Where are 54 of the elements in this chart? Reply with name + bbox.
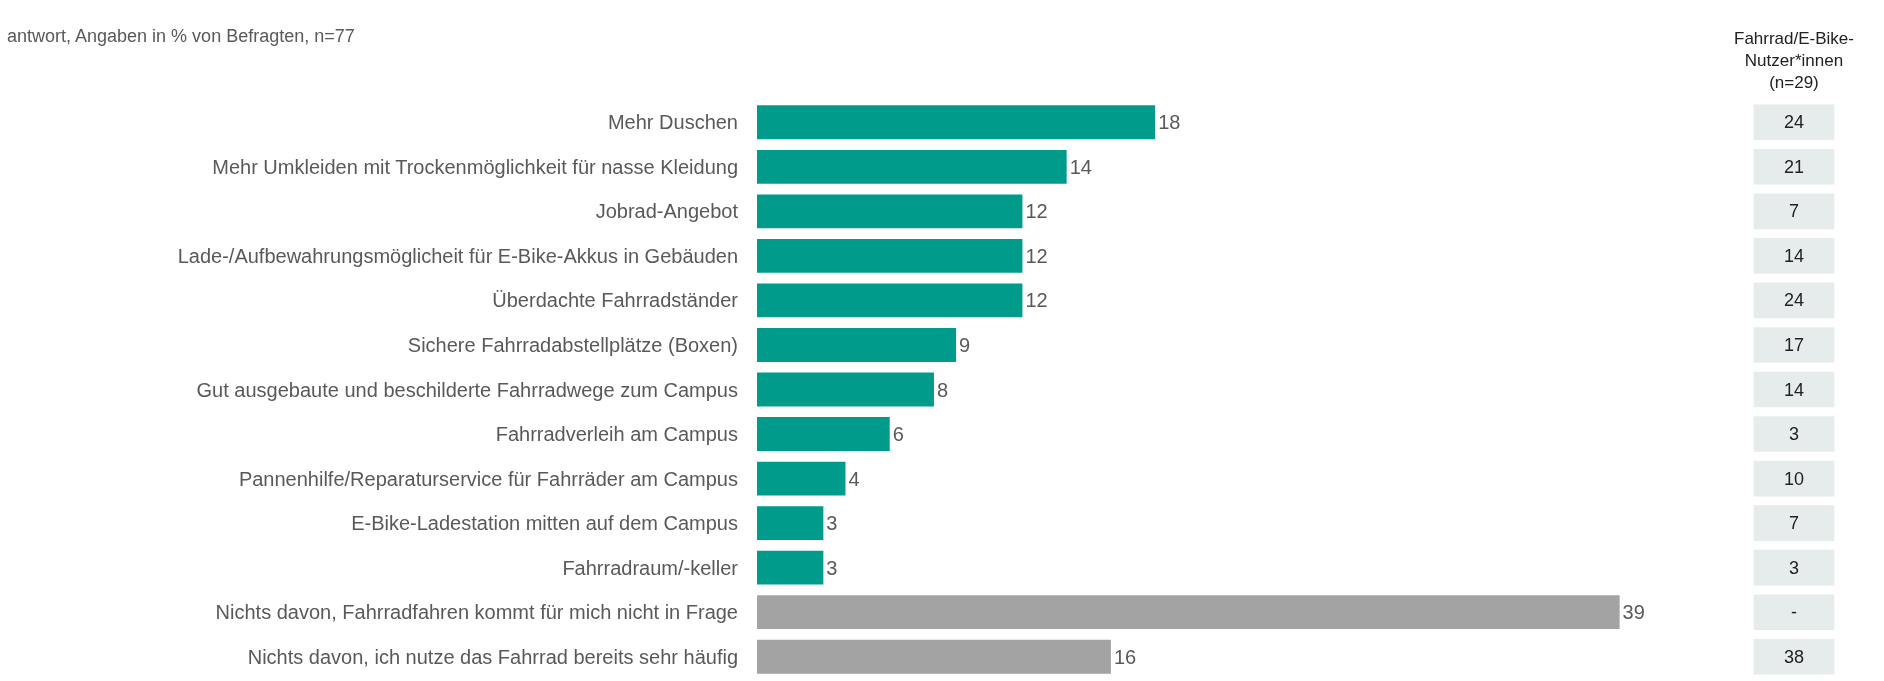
bar — [757, 417, 890, 451]
data-label: 6 — [892, 423, 904, 446]
bar — [757, 550, 824, 585]
y-tick-label: Überdachte Fahrradständer — [492, 289, 739, 312]
bar — [757, 194, 1023, 229]
bar — [757, 461, 846, 496]
y-tick-label: Gut ausgebaute und beschilderte Fahrradwege zum Campus — [196, 378, 738, 401]
data-label: 14 — [1069, 155, 1092, 178]
data-label: 8 — [936, 378, 949, 401]
data-label: 16 — [1113, 645, 1137, 668]
text: 7 — [1789, 201, 1800, 221]
text: 24 — [1784, 112, 1805, 132]
bar — [757, 238, 1023, 273]
y-tick-label: Sichere Fahrradabstellplätze (Boxen) — [407, 333, 738, 356]
text: 14 — [1784, 380, 1805, 400]
data-label: 4 — [848, 467, 860, 490]
y-tick-label: Mehr Duschen — [607, 111, 738, 134]
y-tick-label: Jobrad-Angebot — [595, 200, 739, 223]
y-tick-label: Fahrradraum/-keller — [562, 556, 739, 579]
text: antwort, Angaben in % von Befragten, n=77 — [7, 26, 355, 46]
y-tick-label: Pannenhilfe/Reparaturservice für Fahrräder am Campus — [238, 467, 738, 490]
text: 38 — [1784, 647, 1805, 667]
data-label: 3 — [826, 556, 838, 579]
bar — [757, 372, 934, 407]
bar — [757, 283, 1023, 318]
text: 10 — [1784, 469, 1805, 489]
bar — [757, 328, 957, 362]
bar — [757, 506, 824, 541]
data-label: 9 — [959, 333, 971, 356]
text: 24 — [1784, 290, 1805, 310]
text: - — [1791, 602, 1797, 622]
data-label: 12 — [1025, 200, 1048, 223]
bar — [757, 149, 1067, 184]
data-label: 39 — [1622, 601, 1645, 624]
data-label: 12 — [1025, 244, 1048, 267]
y-tick-label: Nichts davon, Fahrradfahren kommt für mich nicht in Frage — [215, 601, 738, 624]
data-label: 12 — [1025, 289, 1048, 312]
bar — [757, 639, 1111, 674]
y-tick-label: Fahrradverleih am Campus — [495, 423, 738, 446]
text: 21 — [1784, 157, 1805, 177]
y-tick-label: Lade-/Aufbewahrungsmöglicheit für E-Bike-Akkus in Gebäuden — [177, 244, 738, 267]
text: 17 — [1784, 335, 1805, 355]
data-label: 3 — [826, 512, 838, 535]
text: 3 — [1789, 424, 1800, 444]
text: 14 — [1784, 246, 1805, 266]
y-tick-label: E-Bike-Ladestation mitten auf dem Campus — [351, 512, 738, 535]
text: Fahrrad/E-Bike- Nutzer*innen (n=29) — [1734, 29, 1854, 93]
y-tick-label: Mehr Umkleiden mit Trockenmöglichkeit für nasse Kleidung — [212, 155, 738, 178]
bar — [757, 105, 1156, 140]
bar — [757, 595, 1620, 630]
text: 7 — [1789, 513, 1800, 533]
text: 3 — [1789, 558, 1800, 578]
data-label: 18 — [1158, 111, 1181, 134]
y-tick-label: Nichts davon, ich nutze das Fahrrad bereits sehr häufig — [247, 645, 738, 668]
